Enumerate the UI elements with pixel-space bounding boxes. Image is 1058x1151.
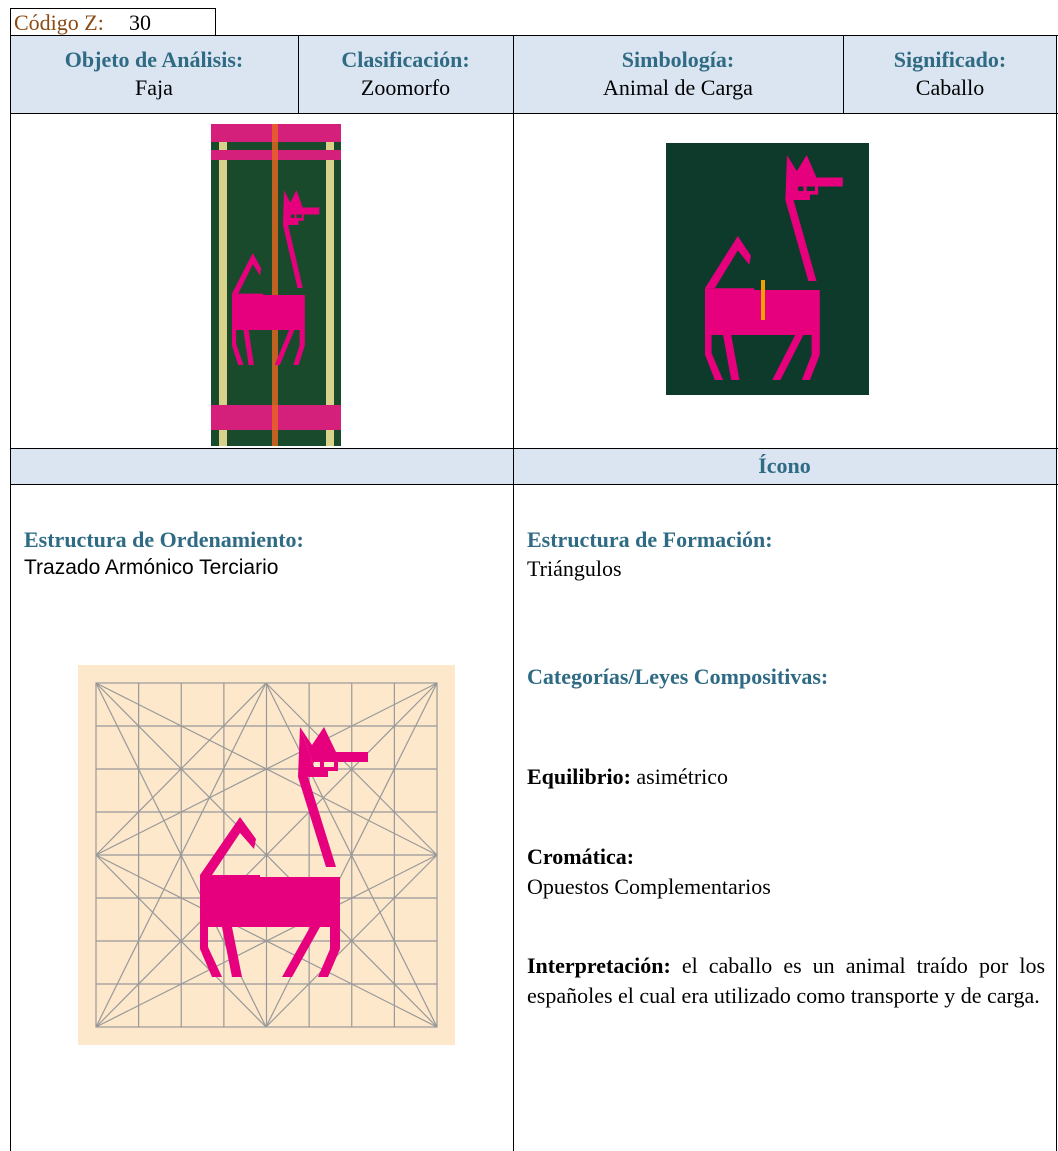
header-value: Caballo <box>915 75 985 100</box>
section-heading: Estructura de Ordenamiento: <box>24 527 304 552</box>
header-value: Zoomorfo <box>360 75 451 100</box>
header-label: Significado: <box>893 47 1007 72</box>
interpretation-text: el caballo es un animal traído por los e… <box>527 953 1046 1008</box>
balance-value: asimétrico <box>636 764 729 789</box>
rule <box>10 35 1058 36</box>
interpretation-label: Interpretación: <box>527 953 671 978</box>
header-label: Objeto de Análisis: <box>64 47 244 72</box>
header-label: Clasificación: <box>341 47 470 72</box>
rule <box>10 35 11 1151</box>
section-heading: Categorías/Leyes Compositivas: <box>527 664 829 689</box>
balance: Equilibrio: asimétrico <box>527 764 728 790</box>
header-value: Faja <box>135 75 173 100</box>
rule <box>1056 35 1057 1151</box>
header-row <box>10 35 1057 113</box>
header-value: Animal de Carga <box>603 75 753 100</box>
code-label: Código Z: <box>14 10 104 35</box>
interpretation: Interpretación: el caballo es un animal … <box>527 951 1045 1011</box>
header-cell: Significado: Caballo <box>843 46 1057 102</box>
rule <box>10 113 1058 114</box>
rule <box>10 484 1058 485</box>
section-text: Triángulos <box>527 556 622 581</box>
balance-label: Equilibrio: <box>527 764 631 789</box>
icon-row <box>10 448 1057 484</box>
rule <box>843 35 844 113</box>
chromatic: Cromática: Opuestos Complementarios <box>527 842 771 902</box>
harmonic-layout <box>78 665 455 1045</box>
code-box: Código Z: 30 <box>10 8 216 36</box>
code-value: 30 <box>129 10 151 35</box>
band-photo <box>211 124 341 446</box>
chromatic-label: Cromática: <box>527 844 635 869</box>
section-heading: Estructura de Formación: <box>527 527 773 552</box>
header-cell: Objeto de Análisis: Faja <box>10 46 298 102</box>
chromatic-value: Opuestos Complementarios <box>527 874 771 899</box>
icon-label: Ícono <box>758 453 811 478</box>
rule <box>298 35 299 113</box>
header-label: Simbología: <box>621 47 735 72</box>
icon-image <box>666 143 869 395</box>
rule <box>10 448 1058 449</box>
section-text: Trazado Armónico Terciario <box>24 556 279 579</box>
rule <box>513 35 514 1151</box>
header-cell: Simbología: Animal de Carga <box>513 46 843 102</box>
header-cell: Clasificación: Zoomorfo <box>298 46 513 102</box>
